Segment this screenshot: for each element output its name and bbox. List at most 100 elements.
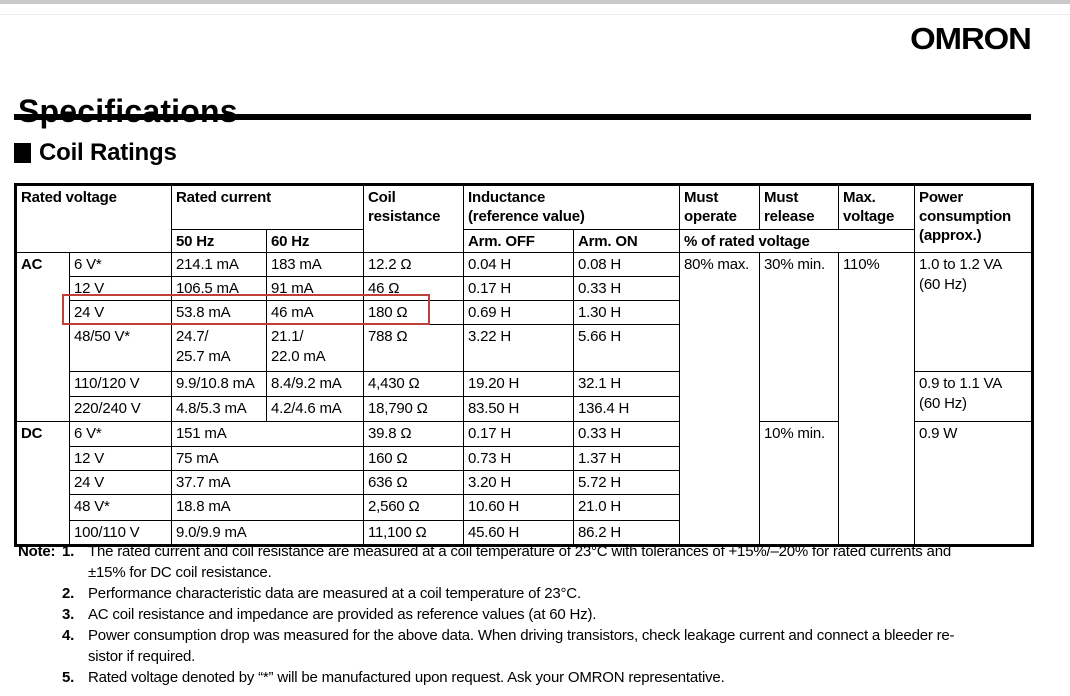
cell-coil-resistance: 39.8 Ω [363,421,465,447]
page-top-border-faint [0,14,1070,15]
cell-voltage: 48/50 V* [68,324,173,372]
header-arm-off: Arm. OFF [463,229,575,253]
cell-inductance-arm-off: 0.69 H [463,300,575,325]
cell-max-voltage: 110% [838,252,916,546]
table-row: 110/120 V 9.9/10.8 mA 8.4/9.2 mA 4,430 Ω… [16,371,1034,422]
cell-current-60hz: 8.4/9.2 mA [266,371,365,397]
note-text: Performance characteristic data are meas… [88,585,581,602]
cell-current-50hz: 106.5 mA [171,276,268,301]
cell-voltage: 12 V [68,446,173,471]
header-inductance: Inductance (reference value) [463,184,681,230]
section-square-bullet-icon [14,143,31,163]
cell-coil-resistance: 180 Ω [363,300,465,325]
cell-dc-group-label: DC [15,421,70,546]
cell-inductance-arm-on: 21.0 H [573,494,681,521]
cell-inductance-arm-on: 0.33 H [573,421,681,447]
cell-voltage: 24 V [68,470,173,495]
cell-must-release-dc: 10% min. [759,421,840,546]
header-power-consumption: Power consumption (approx.) [914,184,1034,253]
cell-inductance-arm-off: 45.60 H [463,520,575,546]
cell-current: 151 mA [171,421,365,447]
note-number: 4. [62,627,75,644]
cell-ac-group-label: AC [15,252,70,422]
cell-inductance-arm-off: 3.20 H [463,470,575,495]
table-row: AC 6 V* 214.1 mA 183 mA 12.2 Ω 0.04 H 0.… [15,252,1034,546]
cell-current-50hz: 24.7/ 25.7 mA [171,324,268,372]
note-number: 5. [62,669,75,686]
cell-coil-resistance: 12.2 Ω [363,252,465,277]
table-header-row-1: Rated voltage Rated current Coil resista… [14,184,1034,253]
cell-voltage: 12 V [68,276,173,301]
cell-current: 37.7 mA [171,470,365,495]
cell-current-50hz: 4.8/5.3 mA [171,396,268,422]
note-text: The rated current and coil resistance ar… [88,543,951,581]
note-item: Note: 1. The rated current and coil resi… [18,541,1058,583]
cell-coil-resistance: 788 Ω [363,324,465,372]
cell-inductance-arm-off: 0.17 H [463,421,575,447]
note-text: Rated voltage denoted by “*” will be man… [88,669,725,686]
section-heading-label: Coil Ratings [39,139,177,166]
note-item: 5. Rated voltage denoted by “*” will be … [18,667,1058,688]
title-divider [14,114,1031,120]
note-number: 3. [62,606,75,623]
table-row: 24 V 37.7 mA 636 Ω 3.20 H 5.72 H [16,470,1033,495]
header-must-release: Must release [759,184,840,230]
cell-must-release-ac: 30% min. [759,252,840,422]
cell-inductance-arm-on: 136.4 H [573,396,681,422]
page-title: Specifications [18,93,238,130]
cell-current-50hz: 9.9/10.8 mA [171,371,268,397]
cell-coil-resistance: 2,560 Ω [363,494,465,521]
section-heading-coil-ratings: Coil Ratings [14,139,177,167]
cell-inductance-arm-on: 5.66 H [573,324,681,372]
cell-voltage: 6 V* [68,252,173,277]
note-label: Note: [18,543,56,560]
header-arm-on: Arm. ON [573,229,681,253]
cell-inductance-arm-off: 0.17 H [463,276,575,301]
cell-voltage: 48 V* [68,494,173,521]
omron-logo: OMRON [910,21,1032,56]
cell-coil-resistance: 18,790 Ω [363,396,465,422]
cell-current: 75 mA [171,446,365,471]
table-header-row-2: 50 Hz 60 Hz Arm. OFF Arm. ON % of rated … [16,229,1033,253]
cell-power-ac-high: 0.9 to 1.1 VA (60 Hz) [914,371,1034,422]
cell-inductance-arm-on: 0.08 H [573,252,681,277]
header-rated-current: Rated current [171,184,365,230]
header-rated-voltage: Rated voltage [14,184,173,253]
cell-current-60hz: 21.1/ 22.0 mA [266,324,365,372]
cell-current-60hz: 46 mA [266,300,365,325]
cell-coil-resistance: 160 Ω [363,446,465,471]
cell-inductance-arm-on: 1.30 H [573,300,681,325]
header-50hz: 50 Hz [171,229,268,253]
coil-ratings-table: Rated voltage Rated current Coil resista… [14,183,1035,547]
cell-inductance-arm-on: 1.37 H [573,446,681,471]
cell-voltage: 24 V [68,300,173,325]
note-text: AC coil resistance and impedance are pro… [88,606,597,623]
note-text: Power consumption drop was measured for … [88,627,955,665]
cell-coil-resistance: 11,100 Ω [363,520,465,546]
cell-coil-resistance: 4,430 Ω [363,371,465,397]
cell-current-60hz: 183 mA [266,252,365,277]
cell-voltage: 110/120 V [68,371,173,397]
table-row-highlighted: 24 V 53.8 mA 46 mA 180 Ω 0.69 H 1.30 H [16,300,1033,325]
table-row: 48 V* 18.8 mA 2,560 Ω 10.60 H 21.0 H [16,494,1033,521]
header-60hz: 60 Hz [266,229,365,253]
header-max-voltage: Max. voltage [838,184,916,230]
cell-inductance-arm-off: 83.50 H [463,396,575,422]
note-item: 3. AC coil resistance and impedance are … [18,604,1058,625]
cell-power-ac-low: 1.0 to 1.2 VA (60 Hz) [914,252,1034,372]
header-coil-resistance: Coil resistance [363,184,465,253]
cell-must-operate: 80% max. [679,252,761,546]
cell-inductance-arm-off: 10.60 H [463,494,575,521]
note-number: 1. [62,543,75,560]
cell-voltage: 100/110 V [68,520,173,546]
cell-inductance-arm-off: 0.04 H [463,252,575,277]
cell-voltage: 220/240 V [68,396,173,422]
cell-current-50hz: 214.1 mA [171,252,268,277]
table-row: DC 6 V* 151 mA 39.8 Ω 0.17 H 0.33 H 10% … [15,421,1034,546]
cell-current-50hz: 53.8 mA [171,300,268,325]
coil-ratings-table-wrap: Rated voltage Rated current Coil resista… [14,183,1036,547]
cell-current: 18.8 mA [171,494,365,521]
table-row: 100/110 V 9.0/9.9 mA 11,100 Ω 45.60 H 86… [16,520,1033,546]
note-number: 2. [62,585,75,602]
cell-power-dc: 0.9 W [914,421,1034,546]
